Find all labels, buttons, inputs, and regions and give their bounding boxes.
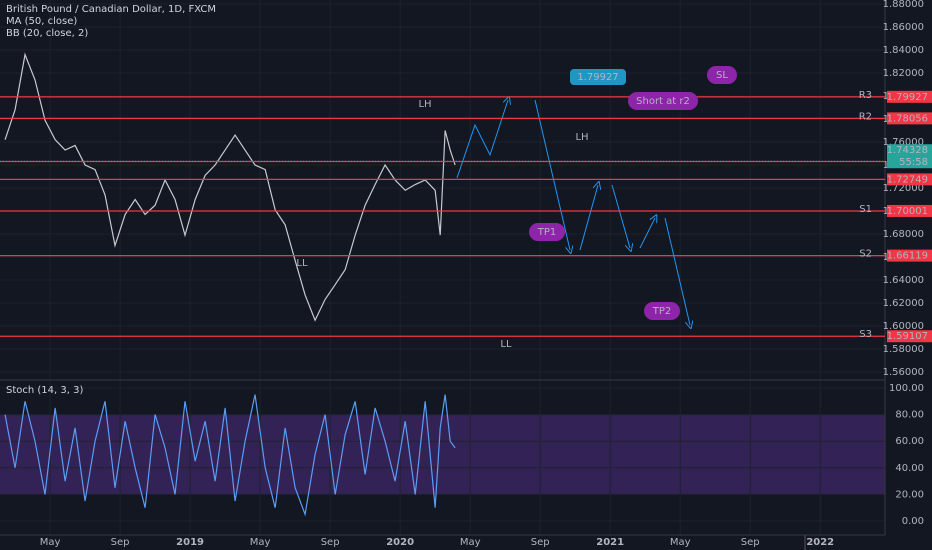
x-tick-label: 2020 [386,537,414,548]
callout-box [529,223,565,241]
price-tag-label: 1.59107 [887,331,928,342]
level-name: R2 [859,111,872,122]
price-tag-label: 1.78056 [887,113,928,124]
x-tick-label: May [670,537,691,548]
y-tick-label: 1.82000 [883,68,924,79]
price-tag [887,112,932,125]
callout-box [628,92,698,110]
indicator-label: BB (20, close, 2) [6,28,88,39]
price-tag-label: 1.72749 [887,174,928,185]
level-name: S2 [859,249,872,260]
y-tick-label: 1.86000 [883,22,924,33]
x-tick-label: 2021 [596,537,624,548]
x-tick-label: May [460,537,481,548]
chart-title: British Pound / Canadian Dollar, 1D, FXC… [6,4,216,15]
x-tick-label: Sep [531,537,550,548]
level-name: S3 [859,329,872,340]
price-tag [887,204,932,217]
y-tick-label: 1.62000 [883,298,924,309]
level-name: S1 [859,204,872,215]
y-tick-label: 1.76000 [883,137,924,148]
y-tick-label: 1.72000 [883,183,924,194]
y-tick-label: 1.88000 [883,0,924,10]
price-tag [887,249,932,262]
annotation: LL [296,258,308,269]
x-tick-label: 2022 [806,537,834,548]
annotation: LL [500,339,512,350]
countdown: 55:58 [899,157,928,168]
price-tag [887,173,932,186]
y-tick-label: 1.58000 [883,344,924,355]
callout-text: Short at r2 [636,96,690,107]
indicator-label: MA (50, close) [6,16,77,27]
x-tick-label: Sep [741,537,760,548]
y-tick-label: 0.00 [902,516,924,527]
x-tick-label: 2019 [176,537,204,548]
price-line [4,394,456,517]
y-tick-label: 40.00 [895,463,924,474]
x-tick-label: May [40,537,61,548]
callout-text: TP2 [652,306,672,317]
callout-text: 1.79927 [577,72,618,83]
current-price-label: 1.74328 [887,145,928,156]
callout-text: SL [716,70,728,81]
price-tag-label: 1.70001 [887,206,928,217]
x-tick-label: Sep [321,537,340,548]
price-tag [887,330,932,343]
projection-arrows [456,100,690,325]
y-tick-label: 1.68000 [883,229,924,240]
annotation: LH [418,99,431,110]
y-tick-label: 20.00 [895,489,924,500]
y-tick-label: 1.60000 [883,321,924,332]
y-tick-label: 1.64000 [883,275,924,286]
callout-text: TP1 [537,227,557,238]
price-tag-label: 1.79927 [887,92,928,103]
callout-box [707,66,737,84]
level-name: R3 [859,90,872,101]
y-tick-label: 1.56000 [883,367,924,378]
y-tick-label: 80.00 [895,410,924,421]
x-tick-label: May [250,537,271,548]
price-tag-label: 1.66119 [887,251,928,262]
price-tag [887,144,932,169]
price-tag [887,90,932,103]
callout-box [570,69,626,85]
y-tick-label: 1.84000 [883,45,924,56]
callout-box [644,302,680,320]
grid [0,0,885,535]
annotation: LH [575,132,588,143]
indicator-label: Stoch (14, 3, 3) [6,385,83,396]
x-tick-label: Sep [111,537,130,548]
y-tick-label: 60.00 [895,436,924,447]
y-tick-label: 100.00 [889,383,924,394]
